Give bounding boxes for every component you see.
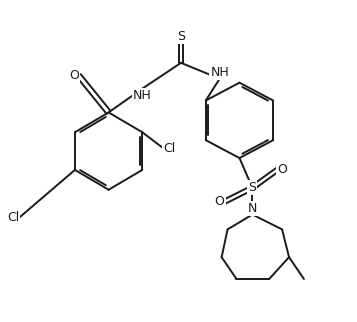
Text: O: O	[69, 69, 79, 82]
Text: O: O	[215, 195, 225, 208]
Text: S: S	[248, 181, 256, 194]
Text: O: O	[277, 164, 287, 176]
Text: Cl: Cl	[7, 211, 19, 224]
Text: S: S	[177, 30, 185, 43]
Text: NH: NH	[210, 66, 229, 79]
Text: NH: NH	[133, 89, 152, 102]
Text: Cl: Cl	[163, 142, 175, 155]
Text: N: N	[248, 202, 257, 214]
